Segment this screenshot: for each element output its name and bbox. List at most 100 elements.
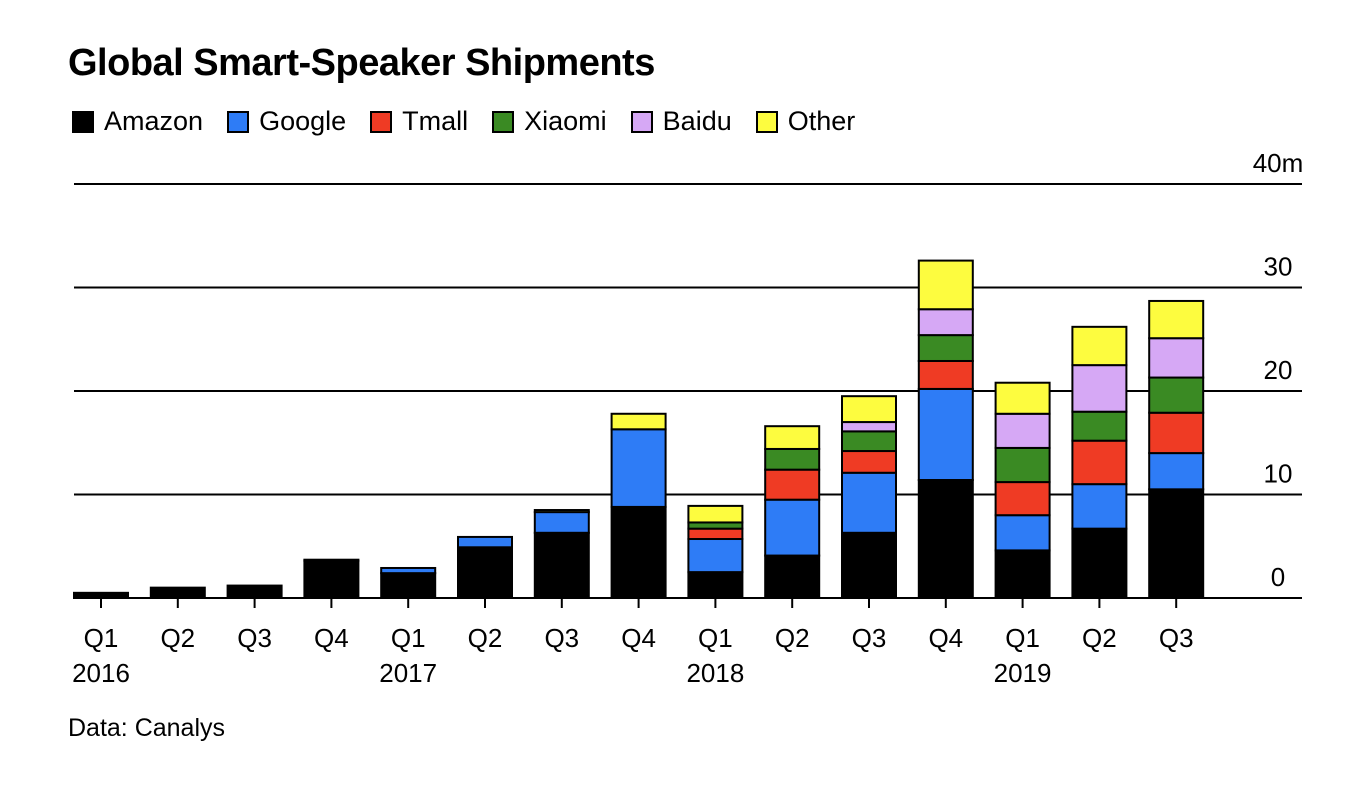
bar-segment-amazon xyxy=(841,531,897,599)
x-tick-label: Q4 xyxy=(928,623,963,653)
bar-stack xyxy=(917,259,974,600)
y-tick-label: 10 xyxy=(1264,459,1293,489)
bar-stack xyxy=(533,509,590,599)
bar-stack xyxy=(1148,299,1205,600)
legend-label: Other xyxy=(787,106,856,136)
bar-segment-amazon xyxy=(610,505,667,600)
legend-swatch-tmall xyxy=(370,110,393,133)
bar-segment-google xyxy=(687,538,744,574)
bar-segment-tmall xyxy=(841,450,897,474)
bar-segment-baidu xyxy=(1071,364,1128,413)
bar-segment-xiaomi xyxy=(841,430,897,453)
legend-label: Baidu xyxy=(662,106,732,136)
legend-item-other: Other xyxy=(755,106,856,137)
legend-swatch-google xyxy=(227,110,250,133)
year-label: 2016 xyxy=(72,658,130,688)
y-tick-label: 0 xyxy=(1271,562,1285,592)
bar-segment-amazon xyxy=(303,559,360,599)
legend-swatch-amazon xyxy=(72,110,94,133)
bar-segment-google xyxy=(533,511,590,534)
bar-segment-other xyxy=(610,412,667,431)
x-tick-label: Q3 xyxy=(544,623,579,653)
legend: Amazon Google Tmall Xiaomi Baidu Other xyxy=(72,106,879,137)
y-tick-label: 40m xyxy=(1253,148,1304,178)
bar-segment-other xyxy=(841,395,897,424)
bar-stack xyxy=(1071,325,1128,600)
bar-segment-amazon xyxy=(457,546,513,599)
year-label: 2018 xyxy=(686,658,744,688)
x-tick-label: Q3 xyxy=(852,623,887,653)
x-tick-label: Q1 xyxy=(698,623,733,653)
bar-segment-google xyxy=(841,471,897,534)
x-tick-label: Q2 xyxy=(775,623,810,653)
bar-stack xyxy=(687,504,744,599)
bar-stack xyxy=(764,425,821,600)
y-tick-label: 30 xyxy=(1264,252,1293,282)
x-tick-label: Q1 xyxy=(391,623,426,653)
bar-segment-google xyxy=(1148,452,1205,491)
bar-segment-amazon xyxy=(149,586,206,600)
bar-segment-other xyxy=(533,509,590,514)
bar-segment-tmall xyxy=(687,527,744,541)
legend-swatch-xiaomi xyxy=(492,110,515,133)
bar-segment-google xyxy=(610,428,667,508)
bar-stack xyxy=(610,412,667,600)
bar-segment-tmall xyxy=(994,481,1051,517)
bar-segment-google xyxy=(1071,483,1128,530)
bar-segment-other xyxy=(994,381,1051,415)
bar-stack xyxy=(457,535,513,599)
bar-segment-google xyxy=(380,566,437,575)
bar-segment-tmall xyxy=(1148,411,1205,455)
bar-segment-amazon xyxy=(1148,488,1205,600)
bar-segment-amazon xyxy=(533,531,590,599)
chart-title: Global Smart-Speaker Shipments xyxy=(68,42,655,84)
bar-segment-other xyxy=(764,425,821,450)
bar-segment-amazon xyxy=(994,549,1051,600)
x-tick-label: Q3 xyxy=(1159,623,1194,653)
legend-swatch-other xyxy=(755,110,778,133)
bar-segment-other xyxy=(1148,299,1205,340)
bar-segment-baidu xyxy=(917,308,974,337)
legend-item-amazon: Amazon xyxy=(72,106,203,137)
bar-segment-tmall xyxy=(1071,439,1128,486)
y-tick-label: 20 xyxy=(1264,355,1293,385)
legend-label: Tmall xyxy=(402,106,469,136)
bar-segment-google xyxy=(764,498,821,557)
bar-segment-xiaomi xyxy=(994,446,1051,484)
x-tick-label: Q1 xyxy=(1005,623,1040,653)
legend-swatch-baidu xyxy=(630,110,653,133)
bar-segment-xiaomi xyxy=(1148,376,1205,414)
year-label: 2017 xyxy=(379,658,437,688)
year-label: 2019 xyxy=(994,658,1052,688)
legend-label: Amazon xyxy=(104,106,204,136)
bar-stack xyxy=(380,566,437,599)
x-tick-label: Q3 xyxy=(237,623,272,653)
bar-stack xyxy=(149,586,206,600)
x-tick-label: Q4 xyxy=(314,623,349,653)
legend-item-xiaomi: Xiaomi xyxy=(492,106,607,137)
bar-segment-amazon xyxy=(1071,527,1128,600)
bar-segment-baidu xyxy=(994,412,1051,449)
bar-stack xyxy=(226,584,283,600)
bar-segment-amazon xyxy=(226,584,283,600)
legend-label: Google xyxy=(259,106,347,136)
bar-segment-amazon xyxy=(917,479,974,600)
bar-segment-tmall xyxy=(917,359,974,390)
bar-stack xyxy=(994,381,1051,600)
bar-stack xyxy=(841,395,897,599)
bar-segment-amazon xyxy=(380,572,437,599)
bar-segment-baidu xyxy=(1148,337,1205,379)
legend-label: Xiaomi xyxy=(524,106,607,136)
bar-segment-amazon xyxy=(687,571,744,599)
x-tick-label: Q2 xyxy=(160,623,195,653)
bar-segment-google xyxy=(994,514,1051,552)
x-tick-label: Q2 xyxy=(1082,623,1117,653)
legend-item-tmall: Tmall xyxy=(370,106,468,137)
bar-stack xyxy=(303,558,360,599)
bar-segment-xiaomi xyxy=(1071,410,1128,442)
x-tick-label: Q4 xyxy=(621,623,656,653)
bar-segment-xiaomi xyxy=(764,447,821,471)
bar-segment-google xyxy=(917,387,974,482)
bar-segment-other xyxy=(917,259,974,311)
bar-segment-other xyxy=(1071,325,1128,367)
